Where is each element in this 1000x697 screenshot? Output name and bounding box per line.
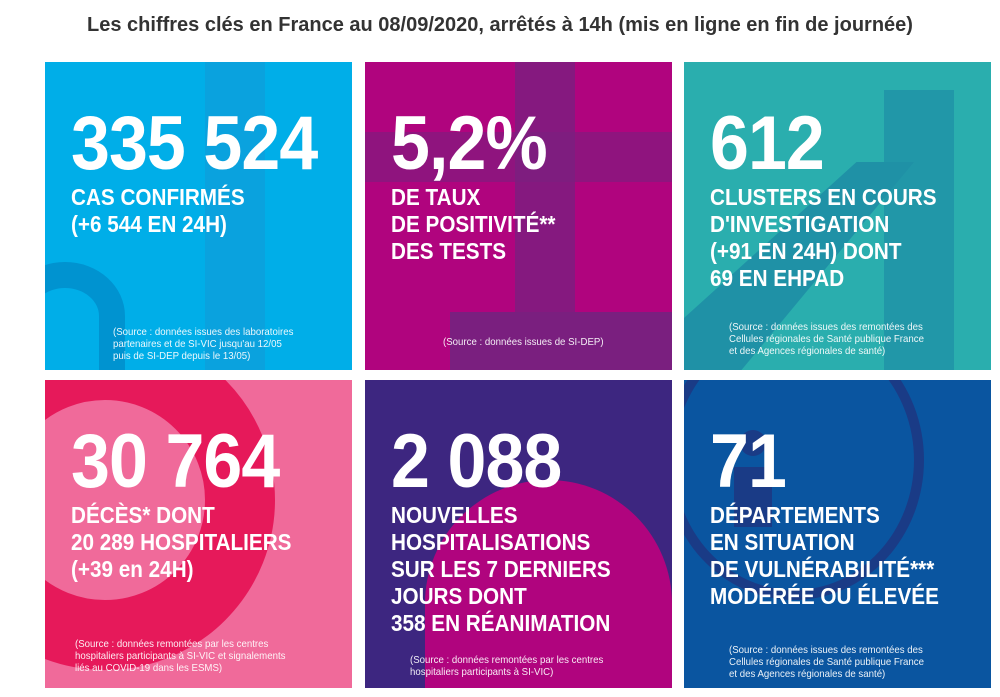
page-title: Les chiffres clés en France au 08/09/202…: [87, 14, 913, 36]
source-note: (Source : données issues des remontées d…: [729, 644, 924, 680]
tile-hospitalisations: 2 088 NOUVELLES HOSPITALISATIONS SUR LES…: [365, 380, 672, 688]
decorative-shape: [205, 62, 265, 370]
stat-label: DE TAUX DE POSITIVITÉ** DES TESTS: [391, 184, 556, 264]
decorative-arrow: [884, 90, 954, 370]
decorative-shape: [740, 430, 766, 456]
stat-number: 71: [710, 419, 787, 504]
source-note: (Source : données remontées par les cent…: [410, 654, 604, 678]
info-icon: [684, 380, 924, 600]
stat-label: CAS CONFIRMÉS (+6 544 EN 24H): [71, 184, 245, 237]
tile-vulnerable-departments: 71 DÉPARTEMENTS EN SITUATION DE VULNÉRAB…: [684, 380, 991, 688]
source-note: (Source : données remontées par les cent…: [75, 638, 286, 674]
source-note: (Source : données issues des remontées d…: [729, 321, 924, 357]
stat-number: 2 088: [391, 419, 562, 504]
tile-deaths: 30 764 DÉCÈS* DONT 20 289 HOSPITALIERS (…: [45, 380, 352, 688]
stat-number: 5,2%: [391, 101, 548, 186]
stat-label: CLUSTERS EN COURS D'INVESTIGATION (+91 E…: [710, 184, 937, 291]
tile-positivity-rate: 5,2% DE TAUX DE POSITIVITÉ** DES TESTS (…: [365, 62, 672, 370]
source-note: (Source : données issues des laboratoire…: [113, 326, 294, 362]
decorative-circle: [45, 380, 275, 670]
source-note: (Source : données issues de SI-DEP): [443, 336, 604, 348]
stat-number: 335 524: [71, 101, 318, 186]
tile-clusters: 612 CLUSTERS EN COURS D'INVESTIGATION (+…: [684, 62, 991, 370]
stat-label: DÉPARTEMENTS EN SITUATION DE VULNÉRABILI…: [710, 502, 939, 609]
tile-confirmed-cases: 335 524 CAS CONFIRMÉS (+6 544 EN 24H) (S…: [45, 62, 352, 370]
stat-number: 612: [710, 101, 825, 186]
decorative-shape: [450, 312, 672, 370]
stat-number: 30 764: [71, 419, 280, 504]
decorative-shape: [734, 467, 772, 527]
stat-label: NOUVELLES HOSPITALISATIONS SUR LES 7 DER…: [391, 502, 611, 636]
decorative-shape: [365, 132, 672, 182]
stat-label: DÉCÈS* DONT 20 289 HOSPITALIERS (+39 en …: [71, 502, 292, 582]
decorative-shape: [425, 480, 672, 688]
